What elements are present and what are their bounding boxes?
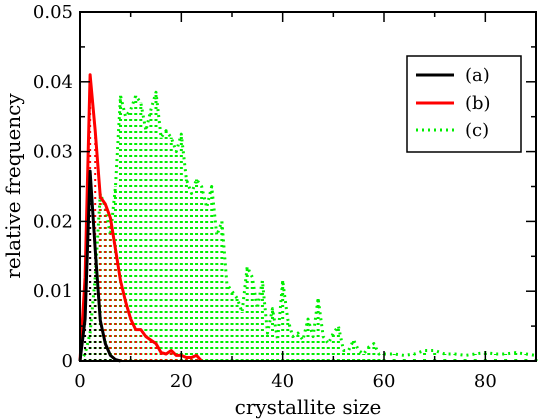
y-tick-label: 0.03 xyxy=(33,142,73,163)
x-tick-label: 0 xyxy=(74,371,85,392)
x-axis-label: crystallite size xyxy=(235,395,382,419)
legend-label-a: (a) xyxy=(465,65,490,86)
y-tick-label: 0.04 xyxy=(33,72,73,93)
x-tick-label: 60 xyxy=(373,371,396,392)
series-c-line xyxy=(78,90,537,362)
y-tick-label: 0.01 xyxy=(33,281,73,302)
legend: (a) (b) (c) xyxy=(406,55,522,153)
y-tick-label: 0.05 xyxy=(33,2,73,23)
y-tick-label: 0 xyxy=(62,351,73,372)
x-tick-label: 20 xyxy=(170,371,193,392)
series-a-line xyxy=(78,169,121,363)
x-tick-label: 40 xyxy=(271,371,294,392)
legend-label-c: (c) xyxy=(465,120,489,141)
y-axis-label: relative frequency xyxy=(1,93,25,279)
series-c xyxy=(78,90,538,362)
legend-label-b: (b) xyxy=(465,93,491,114)
y-tick-label: 0.02 xyxy=(33,211,73,232)
x-tick-label: 80 xyxy=(474,371,497,392)
axis-ticks: 0 20 40 60 80 0 0.01 0.02 0.03 0.04 0.05 xyxy=(33,2,536,392)
